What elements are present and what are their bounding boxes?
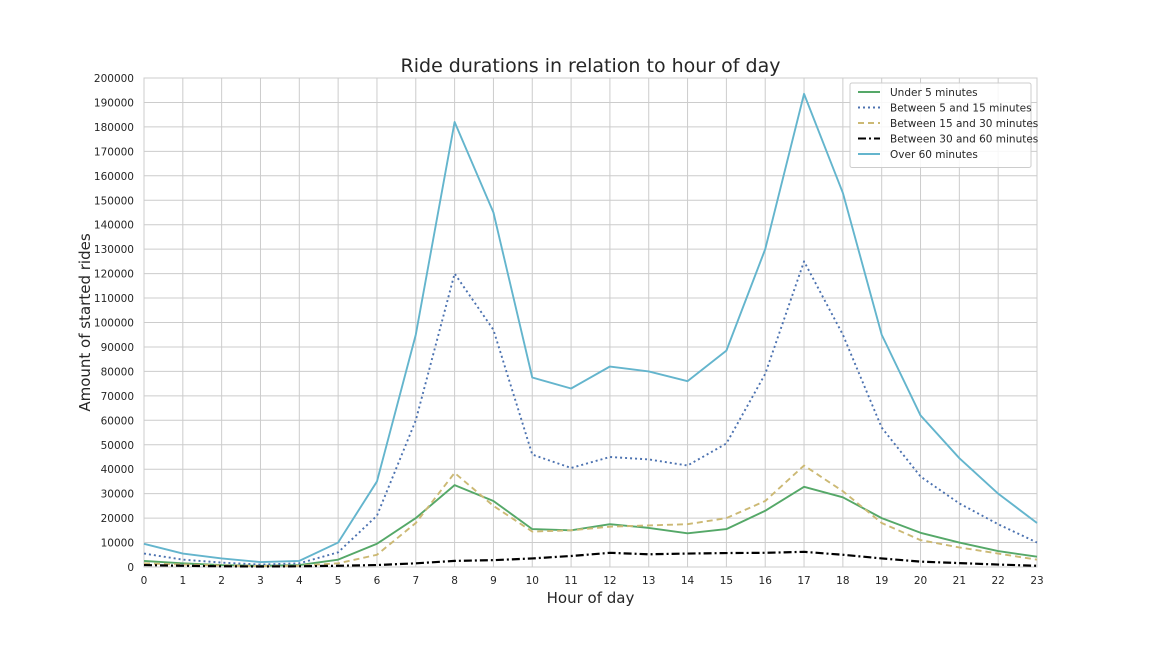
- x-tick-label: 13: [642, 575, 655, 587]
- x-tick-label: 6: [374, 575, 381, 587]
- x-tick-label: 10: [526, 575, 539, 587]
- x-tick-label: 22: [991, 575, 1004, 587]
- x-tick-label: 12: [603, 575, 616, 587]
- series-line-3: [143, 550, 1038, 568]
- y-tick-label: 20000: [101, 513, 134, 525]
- series-line-2: [143, 464, 1038, 567]
- legend-box: [849, 82, 1032, 168]
- y-tick-label: 170000: [94, 146, 134, 158]
- y-tick-label: 50000: [101, 440, 134, 452]
- x-tick-labels: 0 1 2 3 4 5 6 7 8 9 10 11 12 13 14 15 16 17 18 19 20 21 22 23: [141, 575, 1044, 587]
- plot-frame: [143, 77, 1038, 568]
- x-tick-label: 23: [1030, 575, 1043, 587]
- legend-label-0: Under 5 minutes: [890, 87, 978, 99]
- x-tick-label: 14: [681, 575, 695, 587]
- legend-label-4: Over 60 minutes: [890, 149, 978, 161]
- y-tick-label: 120000: [94, 269, 134, 281]
- y-tick-label: 30000: [101, 489, 134, 501]
- y-tick-label: 0: [127, 562, 134, 574]
- y-tick-label: 190000: [94, 97, 134, 109]
- series-line-0: [143, 484, 1038, 567]
- y-tick-label: 10000: [101, 538, 134, 550]
- y-tick-label: 140000: [94, 220, 134, 232]
- x-tick-label: 11: [564, 575, 577, 587]
- x-tick-label: 18: [836, 575, 849, 587]
- y-tick-labels: 0 10000 20000 30000 40000 50000 60000 70000 8000…: [94, 73, 134, 574]
- legend: Under 5 minutes Between 5 and 15 minutes B…: [849, 82, 1038, 168]
- x-tick-label: 2: [218, 575, 225, 587]
- x-tick-label: 21: [953, 575, 966, 587]
- x-tick-label: 1: [179, 575, 186, 587]
- x-tick-label: 8: [451, 575, 458, 587]
- y-tick-label: 110000: [94, 293, 134, 305]
- x-tick-label: 5: [335, 575, 342, 587]
- y-tick-label: 90000: [101, 342, 134, 354]
- legend-label-2: Between 15 and 30 minutes: [890, 118, 1038, 130]
- y-tick-label: 130000: [94, 244, 134, 256]
- x-tick-label: 20: [914, 575, 927, 587]
- x-tick-label: 17: [797, 575, 810, 587]
- y-tick-label: 200000: [94, 73, 134, 85]
- y-tick-label: 160000: [94, 171, 134, 183]
- series-layer: [143, 92, 1038, 568]
- y-tick-label: 180000: [94, 122, 134, 134]
- series-line-1: [143, 260, 1038, 566]
- y-axis-label: Amount of started rides: [76, 233, 94, 411]
- x-tick-label: 9: [490, 575, 497, 587]
- legend-label-3: Between 30 and 60 minutes: [890, 134, 1038, 146]
- x-tick-label: 0: [141, 575, 148, 587]
- y-tick-label: 80000: [101, 366, 134, 378]
- x-tick-label: 19: [875, 575, 888, 587]
- y-tick-label: 150000: [94, 195, 134, 207]
- series-line-4: [143, 92, 1038, 564]
- x-tick-label: 4: [296, 575, 303, 587]
- x-tick-label: 15: [720, 575, 733, 587]
- y-tick-label: 60000: [101, 415, 134, 427]
- x-axis-label: Hour of day: [547, 589, 635, 607]
- legend-label-1: Between 5 and 15 minutes: [890, 103, 1032, 115]
- y-tick-label: 70000: [101, 391, 134, 403]
- y-tick-label: 40000: [101, 464, 134, 476]
- x-tick-label: 16: [759, 575, 773, 587]
- y-tick-label: 100000: [94, 318, 134, 330]
- chart-title: Ride durations in relation to hour of da…: [401, 55, 781, 77]
- x-tick-label: 3: [257, 575, 264, 587]
- x-tick-label: 7: [412, 575, 419, 587]
